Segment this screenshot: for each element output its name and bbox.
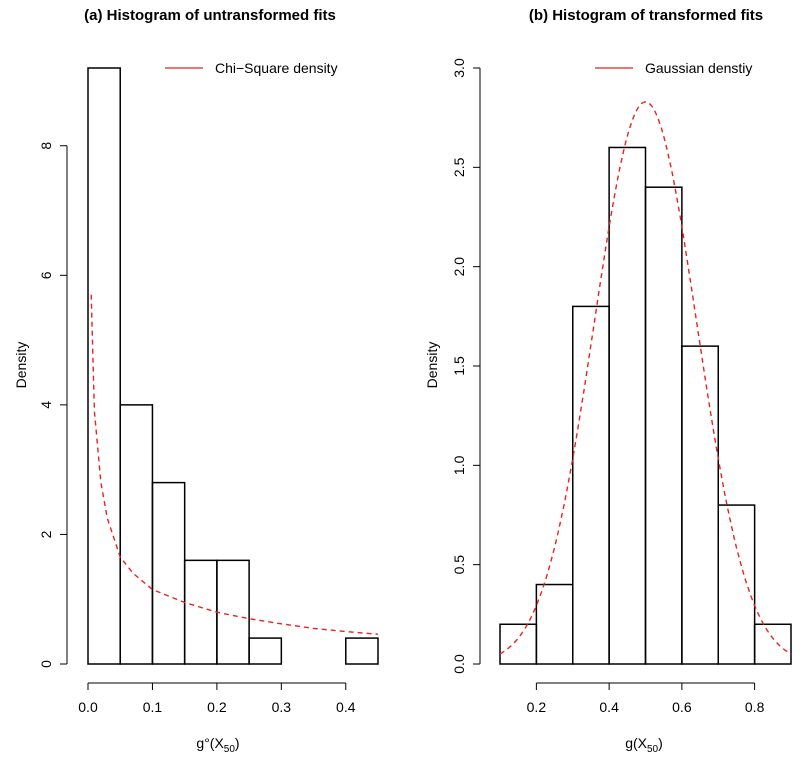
density-curve <box>499 101 792 655</box>
x-axis-label-close: ) <box>235 735 240 751</box>
y-tick-label: 8 <box>38 142 54 150</box>
y-tick-label: 1.5 <box>451 356 467 376</box>
y-tick-label: 1.0 <box>451 455 467 475</box>
y-axis-label: Density <box>13 342 29 389</box>
x-tick-label: 0.2 <box>527 699 547 715</box>
legend: Gaussian denstiy <box>595 60 752 76</box>
panel-untransformed: (a) Histogram of untransformed fits Dens… <box>13 7 379 755</box>
y-tick-label: 2.5 <box>451 157 467 177</box>
x-axis-label-base: g(X <box>625 735 647 751</box>
x-tick-label: 0.0 <box>78 699 98 715</box>
y-tick-label: 4 <box>38 401 54 409</box>
x-tick-label: 0.3 <box>272 699 292 715</box>
x-axis-label: g°(X50) <box>196 735 239 755</box>
histogram-bar <box>499 623 538 665</box>
histogram-bar <box>644 186 683 665</box>
x-tick-label: 0.1 <box>143 699 163 715</box>
y-tick-label: 2 <box>38 530 54 538</box>
density-curve <box>90 294 379 635</box>
histogram-bar <box>535 583 574 665</box>
histogram-bar <box>345 637 379 665</box>
axes: 0.2 0.4 0.6 0.8 0.0 0.5 1.0 1.5 2.0 2.5 3.0 <box>451 58 765 715</box>
x-axis-label-subscript: 50 <box>647 744 659 755</box>
y-tick-label: 2.0 <box>451 257 467 277</box>
y-tick-label: 0.5 <box>451 555 467 575</box>
histogram-bars <box>499 146 792 665</box>
histogram-bar <box>753 623 792 665</box>
histogram-bar <box>87 67 121 665</box>
histogram-bar <box>216 559 250 665</box>
y-tick-label: 3.0 <box>451 58 467 78</box>
y-tick-label: 0 <box>38 660 54 668</box>
histogram-bar <box>248 637 283 665</box>
x-tick-label: 0.2 <box>207 699 227 715</box>
histogram-bar <box>681 345 719 665</box>
density-curve-line <box>90 294 379 635</box>
histogram-bar <box>119 404 154 665</box>
x-axis-label-subscript: 50 <box>224 744 236 755</box>
histogram-bar <box>183 559 218 665</box>
histogram-bar <box>151 481 186 665</box>
chart-title: (b) Histogram of transformed fits <box>529 7 763 24</box>
x-tick-label: 0.4 <box>336 699 356 715</box>
x-tick-label: 0.8 <box>745 699 765 715</box>
x-axis-label-base: g°(X <box>196 735 224 751</box>
legend-label: Gaussian denstiy <box>645 60 752 76</box>
x-tick-label: 0.6 <box>672 699 692 715</box>
panel-transformed: (b) Histogram of transformed fits Densit… <box>424 7 792 755</box>
density-curve-line <box>499 101 792 655</box>
y-tick-label: 0.0 <box>451 654 467 674</box>
x-tick-label: 0.4 <box>599 699 619 715</box>
histogram-bar <box>608 146 647 665</box>
legend: Chi−Square density <box>165 60 338 76</box>
histogram-bar <box>572 305 610 665</box>
chart-title: (a) Histogram of untransformed fits <box>84 7 336 24</box>
axes: 0.0 0.1 0.2 0.3 0.4 0 2 4 6 8 <box>38 142 356 715</box>
y-tick-label: 6 <box>38 271 54 279</box>
x-axis-label: g(X50) <box>625 735 663 755</box>
x-axis-label-close: ) <box>658 735 663 751</box>
histogram-bars <box>87 67 379 665</box>
legend-label: Chi−Square density <box>215 60 338 76</box>
y-axis-label: Density <box>424 342 440 389</box>
histogram-bar <box>717 504 756 665</box>
